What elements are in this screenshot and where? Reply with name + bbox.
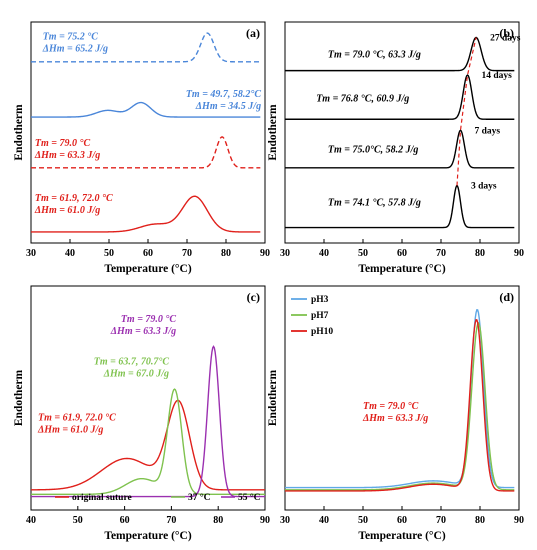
- annotation-dh: ΔHm = 65.2 J/g: [42, 44, 108, 55]
- x-axis-label: Temperature (°C): [358, 530, 445, 542]
- panel-label: (c): [247, 290, 260, 304]
- legend-entry: 37 °C: [188, 492, 211, 503]
- x-tick-label: 60: [143, 248, 153, 259]
- legend-entry: pH10: [311, 327, 333, 337]
- annotation-dh: ΔHm = 61.0 J/g: [37, 424, 103, 435]
- series-line-d-2: [285, 319, 515, 492]
- annotation-tm: Tm = 74.1 °C, 57.8 J/g: [328, 197, 421, 208]
- x-tick-label: 70: [436, 248, 446, 259]
- annotation-tm: Tm = 49.7, 58.2°C: [186, 89, 262, 100]
- x-tick-label: 90: [514, 515, 524, 526]
- x-tick-label: 40: [319, 248, 329, 259]
- annotation-tm: Tm = 63.7, 70.7°C: [94, 356, 170, 367]
- series-line-a-3: [31, 32, 261, 63]
- series-line-d-1: [285, 321, 515, 491]
- annotation-tm: Tm = 79.0 °C: [121, 314, 177, 325]
- annotation-dh: ΔHm = 34.5 J/g: [195, 101, 261, 112]
- annotation-dh: ΔHm = 63.3 J/g: [34, 150, 100, 161]
- annotation-tm: Tm = 61.9, 72.0 °C: [35, 193, 113, 204]
- series-line-c-1: [31, 388, 265, 496]
- series-line-c-2: [31, 345, 265, 498]
- x-tick-label: 90: [260, 248, 270, 259]
- y-axis-label: Endotherm: [267, 104, 279, 161]
- series-label: 3 days: [471, 182, 497, 192]
- panel-c: 40 50 60 70 80 90 Temperature (°C) Endotherm (c)…: [13, 285, 270, 542]
- x-tick-label: 80: [213, 515, 223, 526]
- annotation-tm: Tm = 79.0 °C: [35, 138, 91, 149]
- x-tick-label: 50: [73, 515, 83, 526]
- panel-b: 30 40 50 60 70 80 90 Temperature (°C) Endotherm (…: [267, 21, 524, 275]
- series-line-b-1: [285, 129, 515, 169]
- series-line-a-1: [31, 136, 261, 169]
- x-tick-label: 80: [475, 515, 485, 526]
- x-tick-label: 50: [104, 248, 114, 259]
- series-label: 14 days: [482, 71, 513, 81]
- series-line-a-0: [31, 195, 261, 233]
- x-axis-label: Temperature (°C): [104, 263, 191, 275]
- annotation-dh: ΔHm = 61.0 J/g: [34, 205, 100, 216]
- annotation-tm: Tm = 79.0 °C: [363, 401, 419, 412]
- x-tick-label: 80: [475, 248, 485, 259]
- x-tick-label: 40: [319, 515, 329, 526]
- panel-a: 30 40 50 60 70 80 90 Temperature (°C) Endotherm (…: [13, 21, 270, 275]
- y-axis-label: Endotherm: [13, 104, 25, 161]
- annotation-tm: Tm = 75.2 °C: [43, 32, 99, 43]
- series-line-b-2: [285, 74, 515, 120]
- plot-frame: [30, 285, 266, 511]
- x-tick-label: 40: [26, 515, 36, 526]
- x-tick-label: 50: [358, 515, 368, 526]
- x-tick-label: 60: [397, 248, 407, 259]
- x-tick-label: 40: [65, 248, 75, 259]
- series-line-d-0: [285, 309, 515, 489]
- annotation-dh: ΔHm = 63.3 J/g: [362, 413, 428, 424]
- x-tick-label: 50: [358, 248, 368, 259]
- y-axis-label: Endotherm: [13, 369, 25, 426]
- x-tick-label: 70: [436, 515, 446, 526]
- x-tick-label: 70: [166, 515, 176, 526]
- x-tick-label: 90: [514, 248, 524, 259]
- panel-label: (b): [499, 26, 514, 40]
- x-tick-label: 90: [260, 515, 270, 526]
- panel-label: (a): [246, 26, 260, 40]
- x-axis-label: Temperature (°C): [358, 263, 445, 275]
- legend-entry: original suture: [72, 493, 132, 503]
- x-tick-label: 30: [26, 248, 36, 259]
- series-line-b-0: [285, 185, 515, 229]
- x-tick-label: 60: [397, 515, 407, 526]
- annotation-dh: ΔHm = 63.3 J/g: [110, 326, 176, 337]
- panel-d: 30 40 50 60 70 80 90 Temperature (°C) Endotherm (…: [267, 285, 524, 542]
- x-tick-label: 70: [182, 248, 192, 259]
- x-tick-label: 30: [280, 248, 290, 259]
- x-tick-label: 60: [120, 515, 130, 526]
- x-tick-label: 80: [221, 248, 231, 259]
- series-line-a-2: [31, 101, 261, 118]
- annotation-dh: ΔHm = 67.0 J/g: [103, 368, 169, 379]
- legend-entry: pH3: [311, 295, 329, 305]
- annotation-tm: Tm = 79.0 °C, 63.3 J/g: [328, 49, 421, 60]
- x-tick-label: 30: [280, 515, 290, 526]
- legend-entry: 55 °C: [238, 492, 261, 503]
- series-label: 27 days: [490, 33, 521, 43]
- panel-label: (d): [499, 290, 514, 304]
- legend-entry: pH7: [311, 311, 329, 321]
- series-line-c-0: [31, 399, 265, 491]
- series-label: 7 days: [475, 126, 501, 136]
- x-axis-label: Temperature (°C): [104, 530, 191, 542]
- annotation-tm: Tm = 61.9, 72.0 °C: [38, 412, 116, 423]
- y-axis-label: Endotherm: [267, 369, 279, 426]
- annotation-tm: Tm = 75.0°C, 58.2 J/g: [328, 144, 419, 155]
- annotation-tm: Tm = 76.8 °C, 60.9 J/g: [316, 94, 409, 105]
